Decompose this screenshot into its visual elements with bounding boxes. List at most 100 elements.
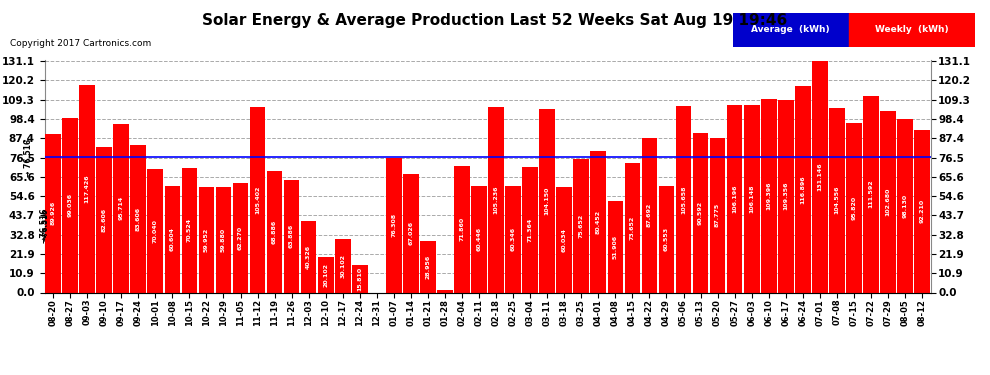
Text: 20.102: 20.102 [323,263,329,287]
Text: 60.604: 60.604 [170,227,175,251]
Text: 28.956: 28.956 [426,255,431,279]
Text: 73.652: 73.652 [630,215,635,240]
Text: 60.346: 60.346 [511,227,516,251]
Text: Weekly  (kWh): Weekly (kWh) [875,26,948,34]
Bar [880,111,896,292]
Text: 109.356: 109.356 [783,182,788,210]
Text: 87.692: 87.692 [646,203,652,227]
Text: → 76.516: → 76.516 [24,138,33,177]
Bar [266,171,282,292]
Bar [454,166,470,292]
Text: 109.396: 109.396 [766,182,771,210]
Text: 30.102: 30.102 [341,254,346,278]
Bar [471,186,487,292]
Bar [488,107,504,292]
Bar [676,106,691,292]
Text: 63.886: 63.886 [289,224,294,248]
Bar [849,13,975,47]
Text: 70.524: 70.524 [187,218,192,242]
Bar [164,186,180,292]
Bar [863,96,879,292]
Text: 15.810: 15.810 [357,267,362,291]
Text: →76.516: →76.516 [43,209,49,241]
Bar [761,99,776,292]
Text: 131.146: 131.146 [818,162,823,191]
Bar [403,174,419,292]
Bar [795,86,811,292]
Bar [301,221,317,292]
Text: 89.926: 89.926 [50,201,55,225]
Bar [199,187,214,292]
Text: 83.606: 83.606 [136,207,141,231]
Text: Average  (kWh): Average (kWh) [751,26,831,34]
Text: 40.326: 40.326 [306,245,311,269]
Bar [778,99,794,292]
Bar [216,187,232,292]
Text: 117.426: 117.426 [85,175,90,203]
Text: 51.906: 51.906 [613,235,618,259]
Bar [114,124,129,292]
Text: →76.516: →76.516 [40,207,50,243]
Bar [335,239,350,292]
Bar [148,169,163,292]
Bar [505,186,521,292]
Bar [642,138,657,292]
Bar [846,123,861,292]
Text: 71.860: 71.860 [459,217,464,241]
Bar [693,133,709,292]
Bar [420,242,436,292]
Bar [710,138,726,292]
Bar [62,118,78,292]
Bar [233,183,248,292]
Bar [573,159,589,292]
Bar [590,150,606,292]
Text: 75.652: 75.652 [579,214,584,238]
Bar [743,105,759,292]
Bar [556,186,572,292]
Bar [914,130,930,292]
Text: 99.036: 99.036 [67,193,72,217]
Text: Solar Energy & Average Production Last 52 Weeks Sat Aug 19 19:46: Solar Energy & Average Production Last 5… [202,13,788,28]
Text: 68.886: 68.886 [272,220,277,244]
Text: 106.148: 106.148 [749,184,754,213]
Text: 105.658: 105.658 [681,185,686,213]
Text: Copyright 2017 Cartronics.com: Copyright 2017 Cartronics.com [10,39,151,48]
Text: 59.952: 59.952 [204,228,209,252]
Bar [733,13,849,47]
Bar [96,147,112,292]
Bar [79,85,95,292]
Text: 98.130: 98.130 [903,194,908,218]
Text: 60.034: 60.034 [561,228,566,252]
Text: 90.592: 90.592 [698,201,703,225]
Bar [351,265,367,292]
Bar [625,162,641,292]
Bar [181,168,197,292]
Text: 95.714: 95.714 [119,196,124,220]
Bar [523,166,538,292]
Text: 106.196: 106.196 [733,184,738,213]
Text: 111.592: 111.592 [868,180,873,209]
Bar [131,145,147,292]
Bar [46,134,61,292]
Bar [812,61,828,292]
Text: 60.553: 60.553 [664,227,669,251]
Text: 82.606: 82.606 [102,207,107,232]
Text: 60.446: 60.446 [476,227,481,251]
Text: 71.364: 71.364 [528,217,533,242]
Bar [386,158,402,292]
Text: 116.896: 116.896 [800,175,805,204]
Bar [318,257,334,292]
Text: 105.402: 105.402 [255,185,260,214]
Bar [727,105,742,292]
Bar [540,109,555,292]
Bar [438,290,452,292]
Text: 95.820: 95.820 [851,196,856,220]
Text: 102.680: 102.680 [885,188,890,216]
Text: 59.880: 59.880 [221,228,226,252]
Text: 80.452: 80.452 [596,210,601,234]
Text: 62.270: 62.270 [238,225,243,250]
Bar [284,180,299,292]
Text: 104.150: 104.150 [544,186,549,215]
Text: 104.556: 104.556 [835,186,840,214]
Text: 92.210: 92.210 [920,199,925,223]
